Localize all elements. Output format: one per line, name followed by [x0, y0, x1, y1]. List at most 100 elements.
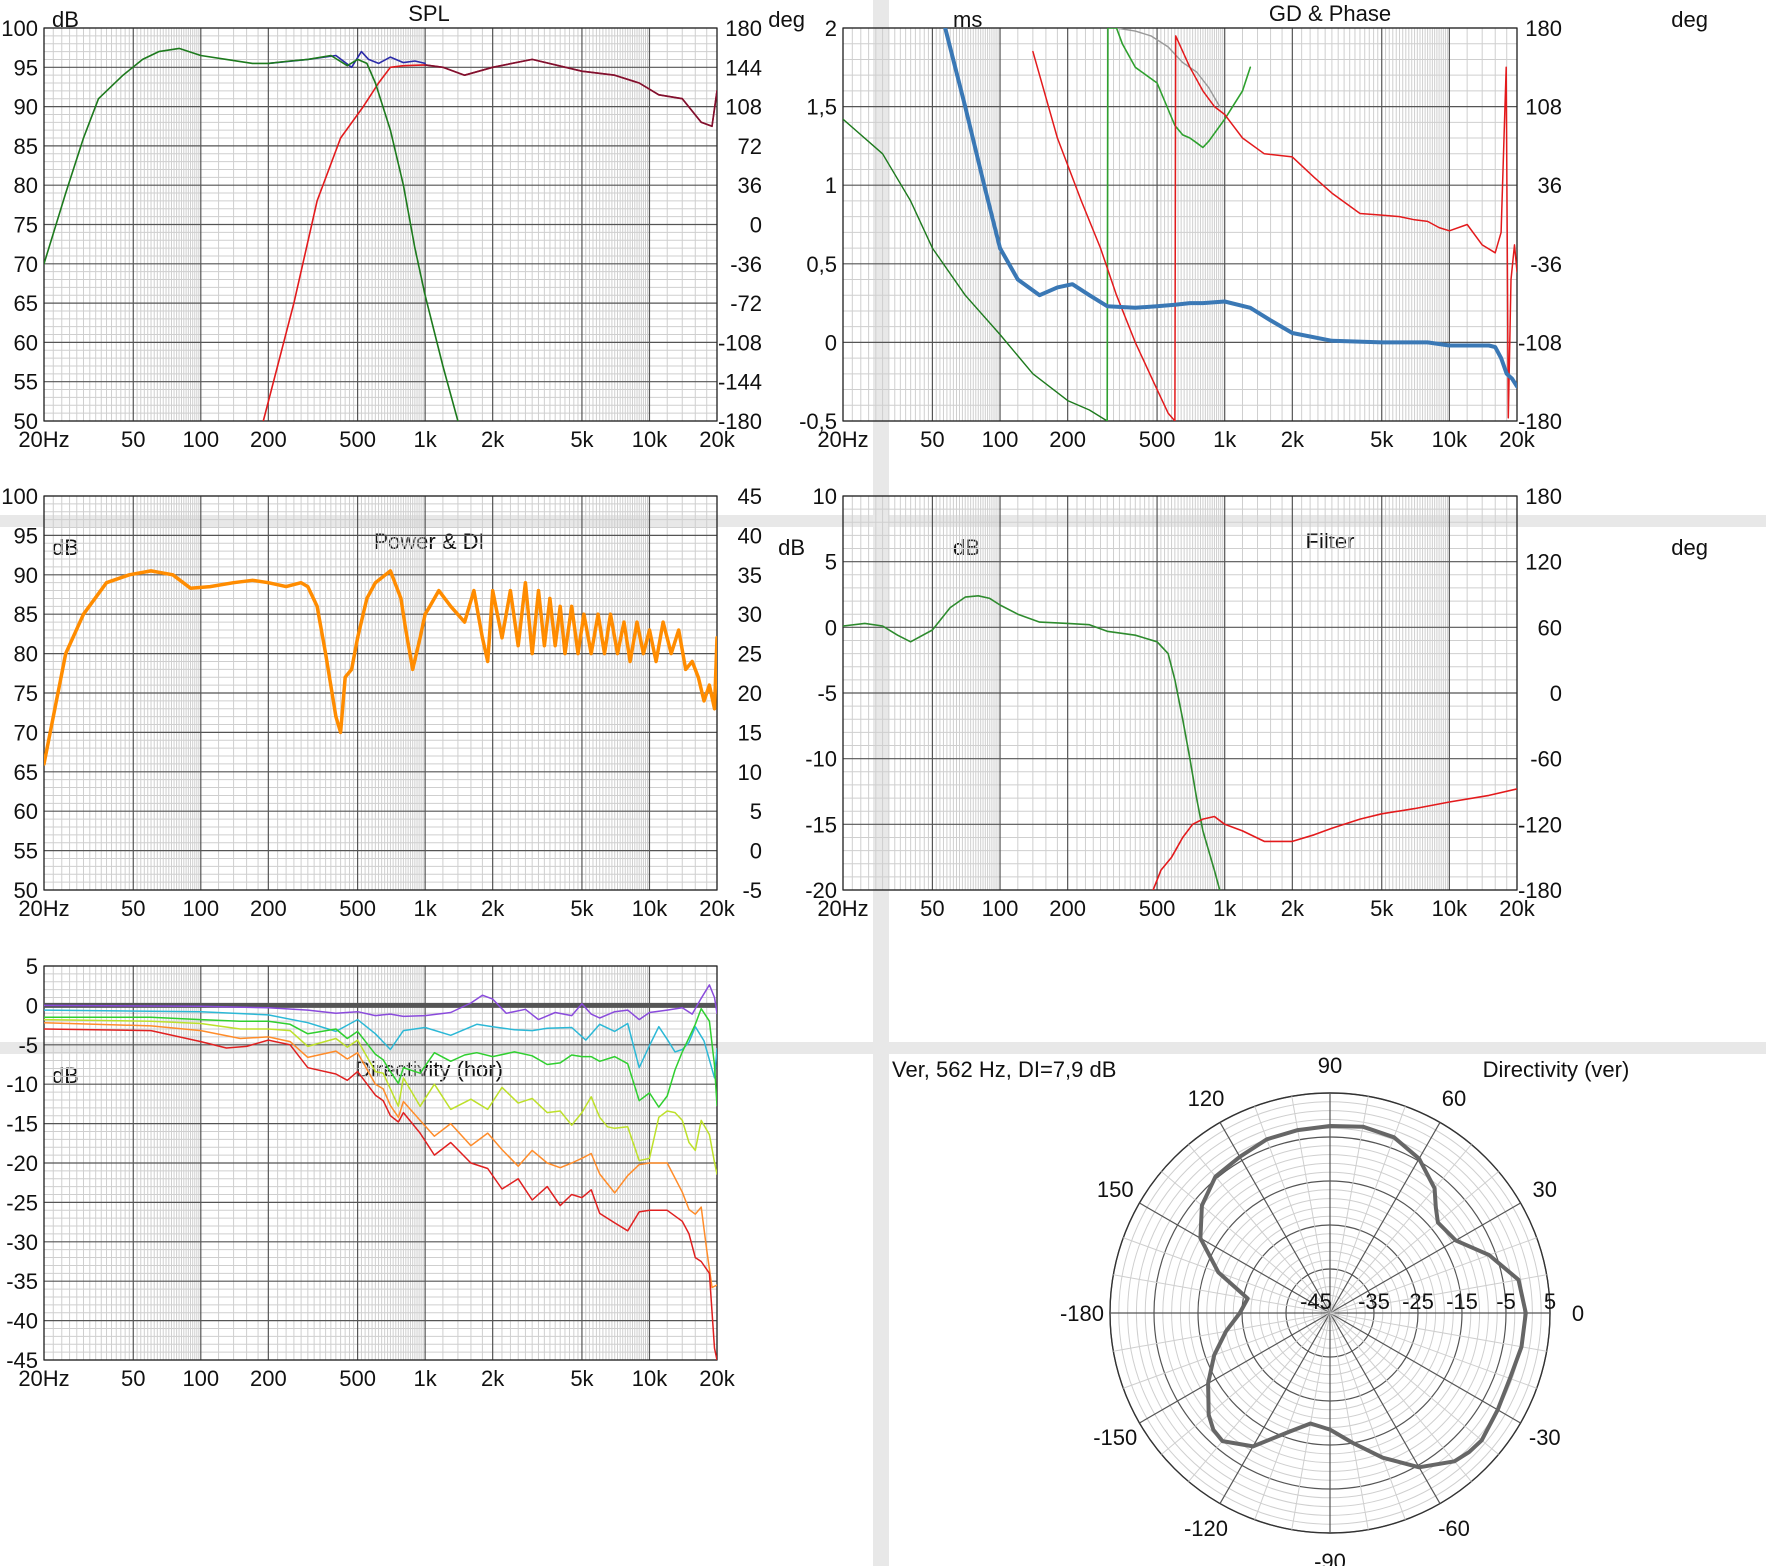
polar-spoke — [1329, 1312, 1537, 1389]
y-tick-label: 95 — [14, 55, 38, 80]
plot-frame — [43, 495, 718, 891]
y-tick-label: 75 — [14, 681, 38, 706]
x-tick-label: 20k — [1499, 427, 1535, 452]
polar-radial-label: -25 — [1402, 1289, 1434, 1314]
series-line-1 — [44, 984, 717, 1021]
y-tick-label: 90 — [14, 563, 38, 588]
gd-phase-right-unit: deg — [1671, 7, 1708, 32]
y2-tick-label: -120 — [1518, 812, 1562, 837]
y-tick-label: 80 — [14, 642, 38, 667]
y-tick-label: 5 — [825, 550, 837, 575]
y-tick-label: 80 — [14, 173, 38, 198]
series-line-2 — [1106, 28, 1252, 421]
polar-angle-label: 60 — [1442, 1086, 1466, 1111]
y-tick-label: 60 — [14, 799, 38, 824]
y-tick-label: 85 — [14, 134, 38, 159]
y2-tick-label: -144 — [718, 370, 762, 395]
series-line-5 — [44, 1021, 717, 1289]
y2-tick-label: 36 — [1538, 173, 1562, 198]
x-tick-label: 10k — [632, 896, 668, 921]
y2-tick-label: -5 — [742, 878, 762, 903]
y2-tick-label: -72 — [730, 291, 762, 316]
x-tick-label: 5k — [570, 896, 594, 921]
curves — [843, 28, 1517, 421]
power-di-right-unit: dB — [778, 535, 805, 560]
series-line-3 — [44, 47, 459, 421]
power-di-panel: Power & DI dB dB — [0, 527, 873, 1042]
x-tick-label: 5k — [570, 1366, 594, 1391]
gd-phase-panel: GD & Phase ms deg — [889, 0, 1766, 515]
x-tick-label: 50 — [121, 896, 145, 921]
plot-frame — [842, 495, 1518, 891]
y2-tick-label: 180 — [725, 16, 762, 41]
y2-tick-label: 10 — [738, 760, 762, 785]
x-tick-label: 500 — [1139, 896, 1176, 921]
polar-spoke — [1329, 1312, 1499, 1455]
y2-tick-label: -180 — [718, 409, 762, 434]
y-tick-label: 90 — [14, 95, 38, 120]
polar-spoke — [1329, 1106, 1406, 1314]
y-tick-label: -15 — [805, 812, 837, 837]
y2-tick-label: 15 — [738, 720, 762, 745]
x-tick-label: 10k — [1432, 896, 1468, 921]
y-tick-label: 100 — [1, 484, 38, 509]
x-tick-label: 1k — [414, 896, 438, 921]
x-tick-label: 2k — [1281, 896, 1305, 921]
directivity-ver-title: Directivity (ver) — [1483, 1057, 1630, 1082]
directivity-ver-caption: Ver, 562 Hz, DI=7,9 dB — [892, 1057, 1116, 1082]
x-tick-label: 20Hz — [18, 427, 69, 452]
x-tick-label: 2k — [481, 427, 505, 452]
x-tick-label: 100 — [982, 896, 1019, 921]
polar-angle-label: 120 — [1188, 1086, 1225, 1111]
series-line-1 — [424, 58, 717, 128]
power-di-panel-bg — [0, 527, 873, 1042]
x-tick-label: 10k — [1432, 427, 1468, 452]
y2-tick-label: -180 — [1518, 409, 1562, 434]
polar-angle-label: 0 — [1572, 1301, 1584, 1326]
y-tick-label: -20 — [805, 878, 837, 903]
curves — [44, 569, 717, 766]
y2-tick-label: 0 — [1550, 681, 1562, 706]
y-tick-label: 55 — [14, 839, 38, 864]
y-tick-label: 95 — [14, 523, 38, 548]
x-tick-label: 200 — [1049, 896, 1086, 921]
polar-spoke — [1123, 1312, 1331, 1389]
polar-angle-label: -30 — [1529, 1425, 1561, 1450]
y-tick-label: 65 — [14, 291, 38, 316]
x-tick-label: 100 — [982, 427, 1019, 452]
polar-series-line-0 — [1198, 1124, 1528, 1470]
x-tick-label: 5k — [1370, 896, 1394, 921]
x-tick-label: 2k — [481, 896, 505, 921]
y2-tick-label: 108 — [725, 95, 762, 120]
x-tick-label: 50 — [121, 1366, 145, 1391]
y2-tick-label: 40 — [738, 523, 762, 548]
x-tick-label: 1k — [414, 427, 438, 452]
plot-3: 20Hz 50 100 200 500 1k 2k 5k 10k 20k-20-15-10-505… — [805, 484, 1562, 921]
curves — [44, 984, 717, 1360]
polar-spoke — [1329, 1312, 1441, 1504]
y-tick-label: -45 — [6, 1348, 38, 1373]
y-tick-label: 0 — [825, 330, 837, 355]
y-tick-label: -10 — [805, 747, 837, 772]
y2-tick-label: -108 — [1518, 330, 1562, 355]
spl-right-unit: deg — [768, 7, 805, 32]
polar-spoke — [1123, 1237, 1331, 1314]
x-tick-label: 5k — [570, 427, 594, 452]
y-tick-label: -10 — [6, 1072, 38, 1097]
polar-spoke — [1188, 1144, 1331, 1314]
spl-panel-bg — [0, 0, 873, 515]
polar-spoke — [1329, 1312, 1369, 1530]
y2-tick-label: 0 — [750, 839, 762, 864]
x-tick-label: 1k — [414, 1366, 438, 1391]
series-line-4 — [44, 1018, 717, 1175]
polar-radial-label: 5 — [1544, 1289, 1556, 1314]
y2-tick-label: 25 — [738, 642, 762, 667]
x-tick-label: 50 — [121, 427, 145, 452]
x-tick-label: 200 — [1049, 427, 1086, 452]
x-tick-label: 20k — [699, 1366, 735, 1391]
y-tick-label: 75 — [14, 213, 38, 238]
polar-spoke — [1219, 1122, 1331, 1314]
polar-spoke — [1139, 1312, 1331, 1424]
polar-spoke — [1329, 1237, 1537, 1314]
y2-tick-label: -180 — [1518, 878, 1562, 903]
